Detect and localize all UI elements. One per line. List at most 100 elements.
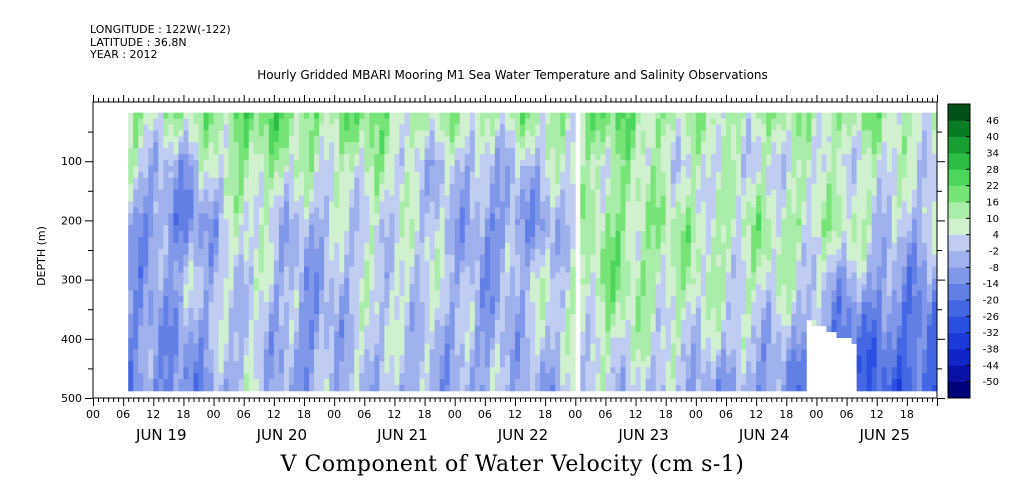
heatmap-cell bbox=[173, 213, 179, 220]
heatmap-cell bbox=[540, 337, 546, 344]
heatmap-cell bbox=[449, 319, 456, 327]
heatmap-cell bbox=[509, 195, 516, 202]
heatmap-cell bbox=[545, 213, 551, 220]
heatmap-cell bbox=[319, 290, 325, 297]
heatmap-cell bbox=[565, 284, 571, 291]
heatmap-cell bbox=[535, 201, 541, 208]
heatmap-cell bbox=[128, 331, 134, 339]
heatmap-cell bbox=[620, 302, 626, 309]
heatmap-cell bbox=[359, 373, 365, 380]
heatmap-cell bbox=[550, 171, 556, 179]
heatmap-cell bbox=[213, 278, 219, 285]
heatmap-cell bbox=[444, 201, 451, 208]
heatmap-cell bbox=[153, 219, 159, 226]
heatmap-cell bbox=[650, 124, 657, 131]
heatmap-cell bbox=[384, 171, 390, 179]
heatmap-cell bbox=[163, 278, 169, 285]
heatmap-cell bbox=[565, 355, 571, 362]
heatmap-cell bbox=[600, 142, 606, 149]
heatmap-cell bbox=[469, 124, 476, 131]
heatmap-cell bbox=[263, 142, 270, 149]
heatmap-cell bbox=[499, 148, 506, 155]
heatmap-cell bbox=[434, 118, 441, 125]
heatmap-cell bbox=[489, 331, 496, 339]
heatmap-cell bbox=[268, 325, 275, 333]
heatmap-cell bbox=[660, 337, 667, 344]
heatmap-cell bbox=[188, 207, 194, 214]
heatmap-cell bbox=[489, 219, 496, 226]
heatmap-cell bbox=[469, 260, 476, 267]
heatmap-cell bbox=[419, 236, 425, 244]
heatmap-cell bbox=[248, 242, 255, 250]
heatmap-cell bbox=[344, 355, 350, 362]
heatmap-cell bbox=[278, 165, 285, 173]
heatmap-cell bbox=[178, 171, 184, 179]
heatmap-cell bbox=[138, 373, 144, 380]
heatmap-cell bbox=[364, 242, 370, 250]
heatmap-cell bbox=[439, 136, 446, 143]
heatmap-cell bbox=[163, 266, 169, 273]
heatmap-cell bbox=[228, 195, 235, 202]
heatmap-cell bbox=[409, 183, 415, 191]
heatmap-cell bbox=[419, 148, 425, 155]
heatmap-cell bbox=[484, 130, 491, 137]
heatmap-cell bbox=[520, 278, 526, 285]
heatmap-cell bbox=[504, 195, 511, 202]
heatmap-cell bbox=[600, 183, 606, 191]
heatmap-cell bbox=[369, 319, 375, 327]
heatmap-cell bbox=[208, 266, 214, 273]
heatmap-cell bbox=[208, 231, 214, 238]
heatmap-cell bbox=[349, 236, 355, 244]
heatmap-cell bbox=[525, 207, 531, 214]
heatmap-cell bbox=[454, 337, 461, 344]
heatmap-cell bbox=[585, 290, 591, 297]
heatmap-cell bbox=[138, 171, 144, 179]
heatmap-cell bbox=[354, 331, 360, 339]
heatmap-cell bbox=[374, 325, 380, 333]
heatmap-cell bbox=[253, 361, 260, 368]
heatmap-cell bbox=[454, 225, 461, 232]
heatmap-cell bbox=[565, 361, 571, 368]
heatmap-cell bbox=[243, 136, 250, 143]
chart-title: Hourly Gridded MBARI Mooring M1 Sea Wate… bbox=[0, 68, 1009, 82]
heatmap-cell bbox=[163, 272, 169, 279]
heatmap-cell bbox=[620, 308, 626, 315]
heatmap-cell bbox=[324, 160, 330, 167]
heatmap-cell bbox=[293, 207, 300, 214]
heatmap-cell bbox=[223, 272, 230, 279]
heatmap-cell bbox=[655, 225, 662, 232]
heatmap-cell bbox=[555, 308, 561, 315]
heatmap-cell bbox=[424, 266, 430, 273]
heatmap-cell bbox=[580, 361, 586, 368]
heatmap-cell bbox=[419, 337, 425, 344]
heatmap-cell bbox=[354, 213, 360, 220]
heatmap-cell bbox=[288, 130, 295, 137]
heatmap-cell bbox=[494, 118, 501, 125]
heatmap-cell bbox=[278, 361, 285, 368]
heatmap-cell bbox=[278, 254, 285, 262]
heatmap-cell bbox=[530, 207, 536, 214]
heatmap-cell bbox=[525, 231, 531, 238]
heatmap-cell bbox=[314, 313, 320, 321]
heatmap-cell bbox=[258, 130, 265, 137]
heatmap-cell bbox=[148, 319, 154, 327]
heatmap-cell bbox=[198, 260, 204, 267]
heatmap-cell bbox=[444, 213, 451, 220]
heatmap-cell bbox=[359, 124, 365, 131]
heatmap-cell bbox=[424, 302, 430, 309]
heatmap-cell bbox=[660, 160, 667, 167]
heatmap-cell bbox=[168, 384, 174, 392]
heatmap-cell bbox=[253, 337, 260, 344]
heatmap-cell bbox=[364, 260, 370, 267]
heatmap-cell bbox=[650, 189, 657, 196]
heatmap-cell bbox=[515, 213, 521, 220]
heatmap-cell bbox=[565, 195, 571, 202]
heatmap-cell bbox=[550, 142, 556, 149]
heatmap-cell bbox=[399, 148, 405, 155]
heatmap-cell bbox=[530, 296, 536, 303]
heatmap-cell bbox=[660, 136, 667, 143]
heatmap-cell bbox=[228, 171, 235, 179]
heatmap-cell bbox=[283, 367, 290, 374]
heatmap-cell bbox=[620, 207, 626, 214]
heatmap-cell bbox=[158, 373, 164, 380]
